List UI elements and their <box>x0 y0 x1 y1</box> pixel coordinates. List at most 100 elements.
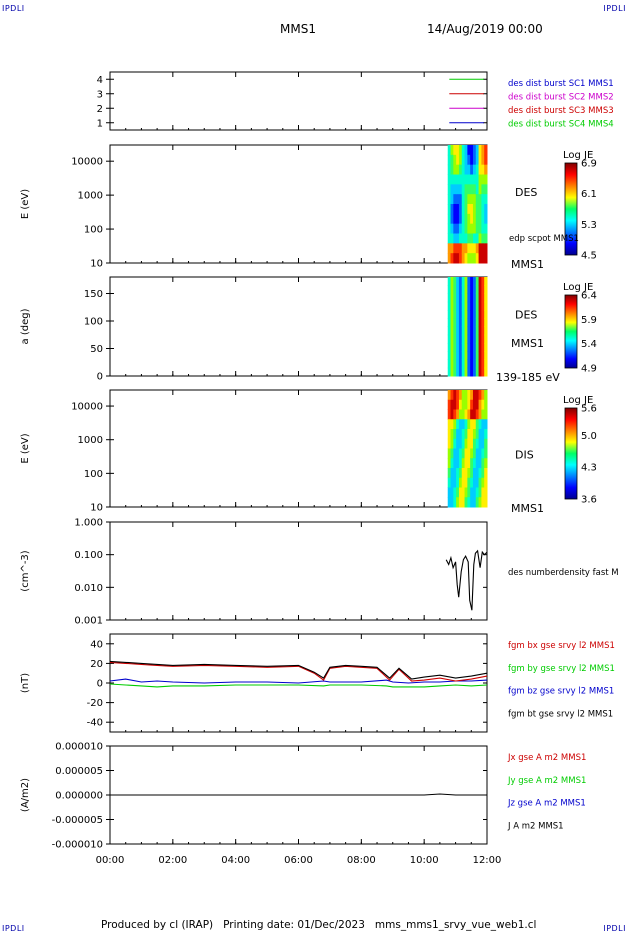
time-tick-label: 10:00 <box>410 855 439 866</box>
des-energy-spectrogram-cell <box>470 213 474 225</box>
des-energy-spectrogram-cell <box>458 145 463 156</box>
des-pitch-angle-cell <box>458 351 463 360</box>
dis-energy-spectrogram-cell <box>447 438 452 449</box>
des-pitch-angle-cell <box>472 334 477 344</box>
des-pitch-angle-cell <box>464 310 468 319</box>
des-energy-spectrogram-cell <box>481 184 485 195</box>
dis-energy-spectrogram-cell <box>447 419 452 430</box>
des-energy-spectrogram-cell <box>481 145 485 156</box>
des-pitch-angle-cell <box>461 334 466 344</box>
des-energy-spectrogram-colorbar-tick-label: 6.1 <box>581 189 597 200</box>
des-pitch-angle-cell <box>458 293 463 303</box>
dis-energy-spectrogram-cell <box>464 487 468 498</box>
des-pitch-angle-cell <box>481 334 485 344</box>
dis-energy-spectrogram-cell <box>456 477 460 488</box>
des-energy-spectrogram-cell <box>456 145 460 156</box>
dis-energy-spectrogram-colorbar-tick-label: 5.0 <box>581 431 597 442</box>
number-density-y-axis-label: (cm^-3) <box>20 550 31 591</box>
des-pitch-angle-cell <box>481 359 485 369</box>
des-pitch-angle-cell <box>453 334 457 344</box>
dis-energy-spectrogram-cell <box>478 487 482 498</box>
dis-energy-spectrogram-cell <box>481 390 485 401</box>
dis-energy-spectrogram-cell <box>467 429 471 440</box>
dis-energy-spectrogram-cell <box>450 477 454 488</box>
dis-energy-spectrogram-cell <box>447 458 452 469</box>
des-pitch-angle-cell <box>472 343 477 352</box>
dis-energy-spectrogram-cell <box>450 429 454 440</box>
des-energy-spectrogram-cell <box>453 243 457 254</box>
des-energy-spectrogram-cell <box>447 174 452 185</box>
des-energy-spectrogram-cell <box>472 204 477 215</box>
des-pitch-angle-cell <box>464 318 468 327</box>
des-energy-spectrogram-cell <box>470 184 474 195</box>
dis-energy-spectrogram-cell <box>478 477 482 488</box>
des-pitch-angle-cell <box>484 343 488 352</box>
des-pitch-angle-cell <box>484 285 488 294</box>
des-energy-spectrogram-cell <box>470 233 474 244</box>
des-pitch-angle-cell <box>450 310 454 319</box>
des-pitch-angle-cell <box>478 351 482 360</box>
current-density-legend-label: Jy gse A m2 MMS1 <box>507 776 586 786</box>
des-energy-spectrogram-cell <box>450 145 454 156</box>
des-energy-spectrogram-cell <box>484 145 488 156</box>
des-pitch-angle-cell <box>472 326 477 336</box>
des-pitch-angle-cell <box>470 351 474 360</box>
dis-energy-spectrogram-cell <box>484 458 488 469</box>
dis-energy-spectrogram-cell <box>484 468 488 479</box>
time-tick-label: 08:00 <box>347 855 376 866</box>
dis-energy-spectrogram-cell <box>467 390 471 401</box>
dis-energy-spectrogram-cell <box>470 487 474 498</box>
des-pitch-angle-cell <box>481 293 485 303</box>
dis-energy-spectrogram-cell <box>450 468 454 479</box>
des-energy-spectrogram-cell <box>478 243 482 254</box>
des-pitch-angle-cell <box>472 285 477 294</box>
des-pitch-angle-cell <box>470 359 474 369</box>
des-pitch-angle-cell <box>458 334 463 344</box>
des-pitch-angle-cell <box>456 301 460 311</box>
dis-energy-spectrogram-cell <box>467 448 471 459</box>
des-pitch-angle-cell <box>470 293 474 303</box>
des-pitch-angle-cell <box>484 334 488 344</box>
des-energy-spectrogram-cell <box>450 223 454 234</box>
dis-energy-spectrogram-cell <box>475 399 480 410</box>
des-pitch-angle-cell <box>470 277 474 286</box>
dis-energy-spectrogram-cell <box>453 429 457 440</box>
des-energy-spectrogram-cell <box>464 164 468 175</box>
des-pitch-angle-cell <box>461 351 466 360</box>
des-energy-spectrogram-cell <box>467 223 471 234</box>
des-energy-spectrogram-cell <box>458 154 463 166</box>
des-pitch-angle-cell <box>456 285 460 294</box>
des-pitch-angle-cell <box>475 367 480 377</box>
des-energy-spectrogram-cell <box>475 194 480 205</box>
des-pitch-angle-cell <box>475 359 480 369</box>
des-pitch-angle-cell <box>456 293 460 303</box>
dis-energy-spectrogram-cell <box>453 468 457 479</box>
dis-energy-spectrogram-cell <box>464 448 468 459</box>
current-density-y-tick-label: 0.000005 <box>55 766 103 777</box>
des-pitch-angle-cell <box>456 367 460 377</box>
dis-energy-spectrogram-y-tick-label: 1000 <box>78 435 103 446</box>
des-energy-spectrogram-cell <box>453 204 457 215</box>
des-pitch-angle-cell <box>464 326 468 336</box>
dis-energy-spectrogram-cell <box>484 419 488 430</box>
des-energy-spectrogram-y-tick-label: 10000 <box>71 157 103 168</box>
dis-energy-spectrogram-cell <box>478 468 482 479</box>
dis-energy-spectrogram-cell <box>470 468 474 479</box>
corner-mark-top-right: IPDLI <box>603 4 626 13</box>
des-pitch-angle-cell <box>461 343 466 352</box>
dis-energy-spectrogram-cell <box>467 419 471 430</box>
footer-text: Produced by cl (IRAP) Printing date: 01/… <box>101 919 537 931</box>
des-energy-spectrogram-cell <box>458 233 463 244</box>
magnetic-field-legend-label: fgm bt gse srvy l2 MMS1 <box>508 709 613 719</box>
des-energy-spectrogram-cell <box>484 204 488 215</box>
current-density-y-tick-label: 0.000010 <box>55 742 103 753</box>
dis-energy-spectrogram-cell <box>464 477 468 488</box>
dis-energy-spectrogram-cell <box>472 409 477 420</box>
des-pitch-angle-cell <box>461 277 466 286</box>
burst-availability-y-tick-label: 4 <box>97 75 103 86</box>
des-energy-spectrogram-cell <box>472 154 477 166</box>
time-tick-label: 06:00 <box>284 855 313 866</box>
des-pitch-angle-y-axis-label: a (deg) <box>20 308 31 344</box>
des-pitch-angle-cell <box>467 301 471 311</box>
des-pitch-angle-cell <box>467 343 471 352</box>
